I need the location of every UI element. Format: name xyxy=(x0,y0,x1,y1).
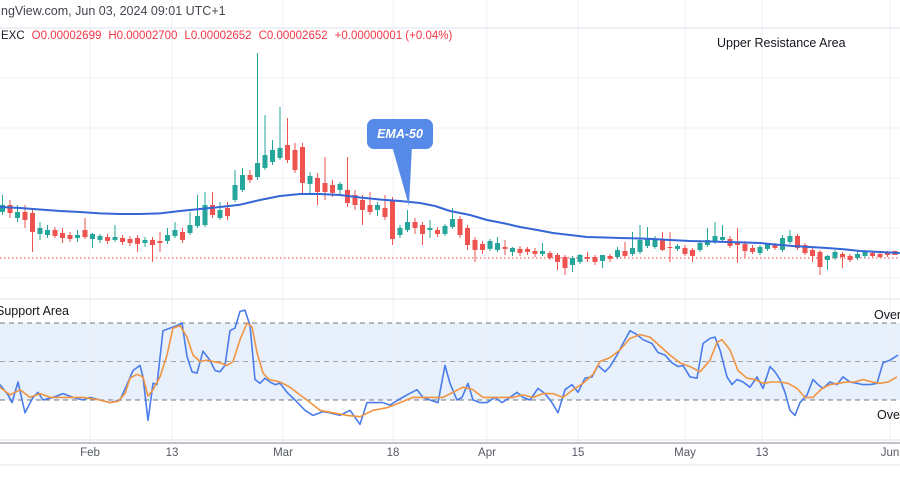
ohlc-legend: EXC O0.00002699 H0.00002700 L0.00002652 C0.0… xyxy=(1,30,459,42)
axis-tick-label: May xyxy=(674,447,696,459)
watermark: ngView.com, Jun 03, 2024 09:01 UTC+1 xyxy=(1,4,226,18)
axis-tick-label: 15 xyxy=(571,447,585,459)
axis-tick-label: Apr xyxy=(478,447,496,459)
symbol-label: EXC xyxy=(1,30,25,42)
axis-tick-label: Feb xyxy=(80,447,100,459)
legend-low: L0.00002652 xyxy=(184,30,252,42)
overbought-label[interactable]: Overbought xyxy=(874,308,900,322)
legend-change: +0.00000001 (+0.04%) xyxy=(334,30,453,42)
legend-high: H0.00002700 xyxy=(108,30,178,42)
support-area-label[interactable]: Support Area xyxy=(0,304,69,318)
oversold-label[interactable]: Oversold xyxy=(877,408,900,422)
upper-resistance-label[interactable]: Upper Resistance Area xyxy=(717,36,846,50)
axis-tick-label: Jun xyxy=(880,447,900,459)
axis-tick-label: 18 xyxy=(386,447,400,459)
axis-tick-label: Mar xyxy=(273,447,293,459)
time-axis[interactable]: Feb 13 Mar 18 Apr 15 May 13 Jun xyxy=(0,447,900,465)
axis-tick-label: 13 xyxy=(165,447,179,459)
legend-close: C0.00002652 xyxy=(258,30,328,42)
legend-open: O0.00002699 xyxy=(31,30,102,42)
ema50-label[interactable]: EMA-50 xyxy=(367,119,433,149)
axis-tick-label: 13 xyxy=(755,447,769,459)
